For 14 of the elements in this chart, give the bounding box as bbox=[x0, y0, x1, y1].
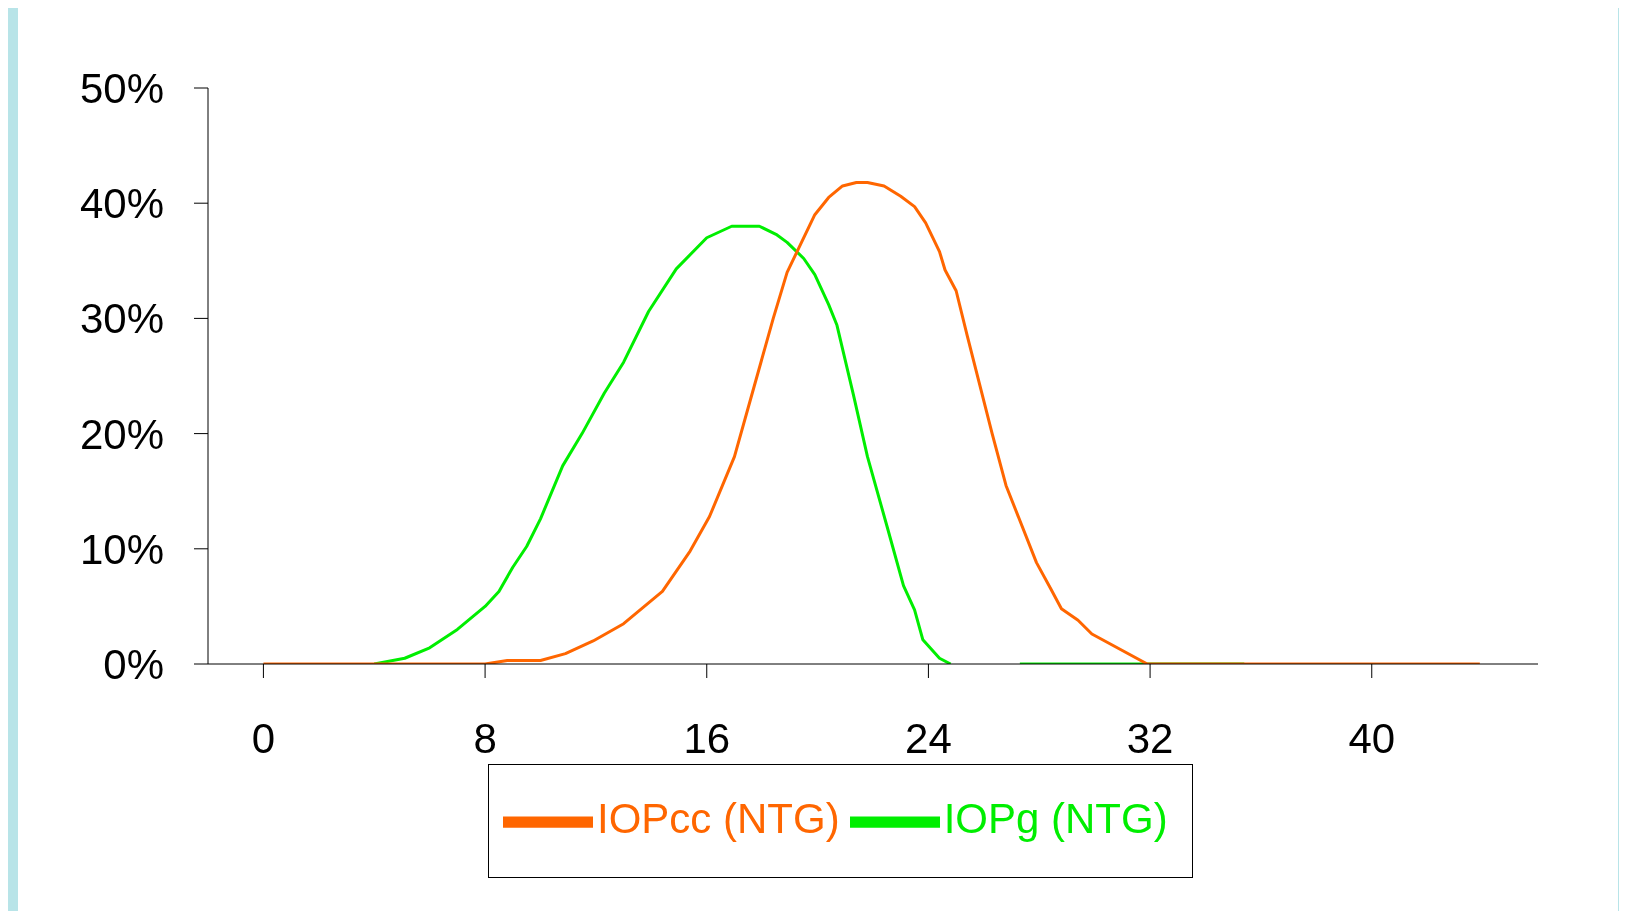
x-tick-label: 24 bbox=[905, 714, 952, 762]
y-tick-label: 0% bbox=[103, 640, 164, 688]
y-tick-label: 30% bbox=[79, 295, 164, 343]
x-tick-label: 0 bbox=[251, 714, 276, 762]
x-tick-label: 40 bbox=[1348, 714, 1396, 762]
legend-label: IOPg (NTG) bbox=[943, 795, 1168, 843]
y-tick-label: 40% bbox=[79, 180, 164, 228]
x-tick-label: 32 bbox=[1126, 714, 1174, 762]
x-tick-label: 8 bbox=[473, 714, 497, 762]
legend-label: IOPcc (NTG) bbox=[597, 795, 840, 843]
y-tick-label: 50% bbox=[79, 64, 164, 112]
y-tick-label: 10% bbox=[79, 525, 164, 573]
y-tick-label: 20% bbox=[79, 410, 164, 458]
x-tick-label: 16 bbox=[683, 714, 731, 762]
